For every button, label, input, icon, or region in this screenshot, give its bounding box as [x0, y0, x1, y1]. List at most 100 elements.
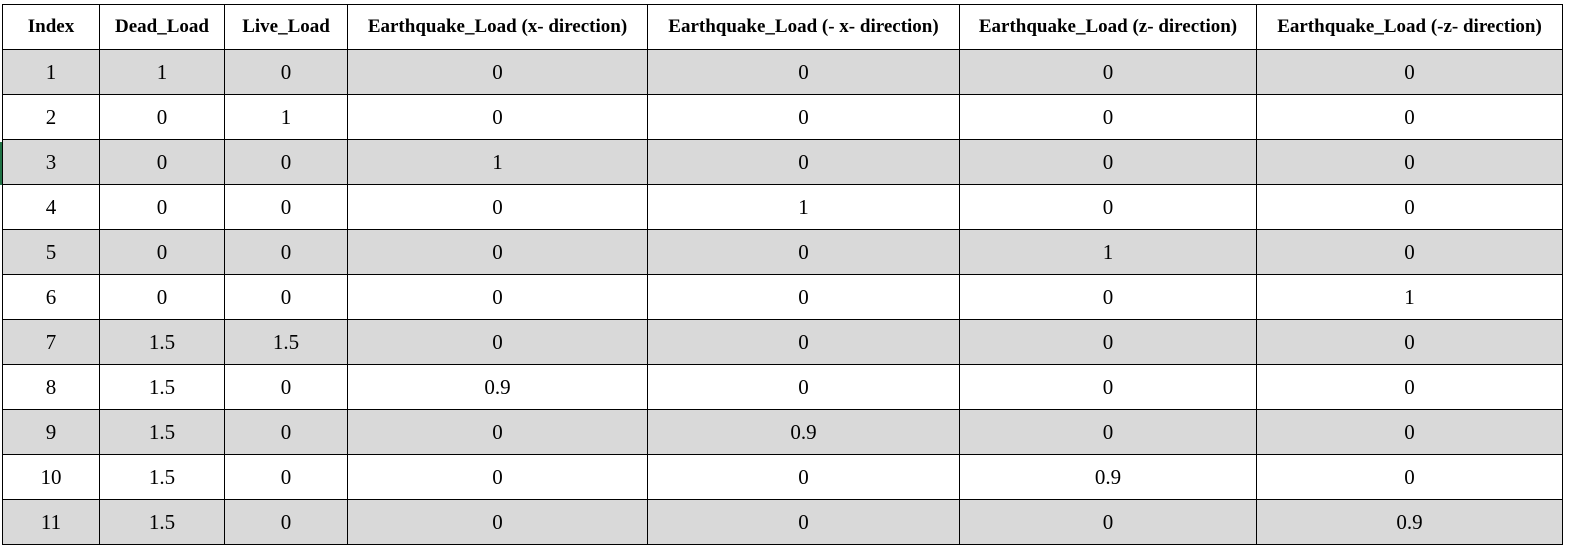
- cell-earthquake-neg-x[interactable]: 0: [647, 319, 960, 365]
- cell-index[interactable]: 6: [2, 274, 100, 320]
- column-header-earthquake-neg-z[interactable]: Earthquake_Load (-z- direction): [1256, 4, 1563, 50]
- cell-earthquake-x[interactable]: 0: [347, 94, 648, 140]
- column-header-dead-load[interactable]: Dead_Load: [99, 4, 225, 50]
- cell-earthquake-x[interactable]: 0: [347, 184, 648, 230]
- cell-earthquake-neg-z[interactable]: 1: [1256, 274, 1563, 320]
- cell-index[interactable]: 5: [2, 229, 100, 275]
- cell-earthquake-x[interactable]: 0.9: [347, 364, 648, 410]
- cell-earthquake-neg-z[interactable]: 0: [1256, 364, 1563, 410]
- cell-earthquake-neg-x[interactable]: 0: [647, 274, 960, 320]
- cell-earthquake-z[interactable]: 0: [959, 274, 1257, 320]
- cell-earthquake-neg-z[interactable]: 0: [1256, 94, 1563, 140]
- load-combination-table: Index Dead_Load Live_Load Earthquake_Loa…: [2, 4, 1563, 545]
- cell-index[interactable]: 4: [2, 184, 100, 230]
- cell-live-load[interactable]: 0: [224, 49, 348, 95]
- cell-live-load[interactable]: 0: [224, 364, 348, 410]
- cell-earthquake-neg-x[interactable]: 0: [647, 49, 960, 95]
- row-selection-marker: [0, 142, 2, 185]
- cell-live-load[interactable]: 0: [224, 454, 348, 500]
- cell-earthquake-z[interactable]: 0: [959, 184, 1257, 230]
- cell-earthquake-x[interactable]: 0: [347, 274, 648, 320]
- cell-dead-load[interactable]: 1.5: [99, 454, 225, 500]
- sheet-right-margin: [1563, 0, 1590, 560]
- cell-live-load[interactable]: 0: [224, 184, 348, 230]
- cell-earthquake-z[interactable]: 0: [959, 139, 1257, 185]
- cell-earthquake-x[interactable]: 1: [347, 139, 648, 185]
- cell-earthquake-x[interactable]: 0: [347, 49, 648, 95]
- cell-dead-load[interactable]: 0: [99, 184, 225, 230]
- cell-earthquake-x[interactable]: 0: [347, 319, 648, 365]
- cell-live-load[interactable]: 0: [224, 139, 348, 185]
- cell-index[interactable]: 2: [2, 94, 100, 140]
- cell-live-load[interactable]: 1: [224, 94, 348, 140]
- header-row: Index Dead_Load Live_Load Earthquake_Loa…: [2, 4, 1563, 50]
- cell-live-load[interactable]: 0: [224, 409, 348, 455]
- cell-index[interactable]: 3: [2, 139, 100, 185]
- cell-earthquake-neg-z[interactable]: 0: [1256, 229, 1563, 275]
- cell-index[interactable]: 8: [2, 364, 100, 410]
- cell-earthquake-neg-x[interactable]: 1: [647, 184, 960, 230]
- cell-dead-load[interactable]: 1.5: [99, 499, 225, 545]
- cell-earthquake-z[interactable]: 0: [959, 499, 1257, 545]
- cell-earthquake-z[interactable]: 0: [959, 49, 1257, 95]
- cell-index[interactable]: 11: [2, 499, 100, 545]
- column-header-earthquake-neg-x[interactable]: Earthquake_Load (- x- direction): [647, 4, 960, 50]
- cell-dead-load[interactable]: 0: [99, 274, 225, 320]
- cell-dead-load[interactable]: 1.5: [99, 319, 225, 365]
- cell-earthquake-z[interactable]: 0: [959, 409, 1257, 455]
- table-row: 11 1.5 0 0 0 0 0.9: [2, 499, 1563, 545]
- cell-earthquake-neg-x[interactable]: 0: [647, 94, 960, 140]
- cell-earthquake-neg-z[interactable]: 0: [1256, 139, 1563, 185]
- cell-earthquake-neg-x[interactable]: 0: [647, 139, 960, 185]
- cell-earthquake-x[interactable]: 0: [347, 454, 648, 500]
- cell-dead-load[interactable]: 1: [99, 49, 225, 95]
- column-header-earthquake-x[interactable]: Earthquake_Load (x- direction): [347, 4, 648, 50]
- cell-earthquake-neg-z[interactable]: 0: [1256, 319, 1563, 365]
- column-header-index[interactable]: Index: [2, 4, 100, 50]
- cell-earthquake-neg-x[interactable]: 0.9: [647, 409, 960, 455]
- cell-earthquake-z[interactable]: 0: [959, 364, 1257, 410]
- cell-live-load[interactable]: 1.5: [224, 319, 348, 365]
- cell-earthquake-x[interactable]: 0: [347, 229, 648, 275]
- cell-earthquake-z[interactable]: 1: [959, 229, 1257, 275]
- column-header-earthquake-z[interactable]: Earthquake_Load (z- direction): [959, 4, 1257, 50]
- cell-earthquake-neg-x[interactable]: 0: [647, 364, 960, 410]
- cell-earthquake-z[interactable]: 0.9: [959, 454, 1257, 500]
- cell-index[interactable]: 10: [2, 454, 100, 500]
- cell-earthquake-neg-x[interactable]: 0: [647, 499, 960, 545]
- cell-earthquake-neg-x[interactable]: 0: [647, 454, 960, 500]
- cell-live-load[interactable]: 0: [224, 229, 348, 275]
- cell-earthquake-x[interactable]: 0: [347, 499, 648, 545]
- cell-live-load[interactable]: 0: [224, 499, 348, 545]
- cell-earthquake-neg-z[interactable]: 0.9: [1256, 499, 1563, 545]
- cell-earthquake-x[interactable]: 0: [347, 409, 648, 455]
- cell-earthquake-neg-z[interactable]: 0: [1256, 49, 1563, 95]
- cell-earthquake-neg-z[interactable]: 0: [1256, 184, 1563, 230]
- cell-live-load[interactable]: 0: [224, 274, 348, 320]
- cell-index[interactable]: 1: [2, 49, 100, 95]
- cell-earthquake-z[interactable]: 0: [959, 94, 1257, 140]
- table-row: 7 1.5 1.5 0 0 0 0: [2, 319, 1563, 365]
- cell-index[interactable]: 9: [2, 409, 100, 455]
- cell-dead-load[interactable]: 1.5: [99, 409, 225, 455]
- cell-earthquake-neg-z[interactable]: 0: [1256, 409, 1563, 455]
- cell-dead-load[interactable]: 1.5: [99, 364, 225, 410]
- cell-dead-load[interactable]: 0: [99, 229, 225, 275]
- cell-index[interactable]: 7: [2, 319, 100, 365]
- table-row: 8 1.5 0 0.9 0 0 0: [2, 364, 1563, 410]
- cell-dead-load[interactable]: 0: [99, 94, 225, 140]
- cell-dead-load[interactable]: 0: [99, 139, 225, 185]
- cell-earthquake-neg-x[interactable]: 0: [647, 229, 960, 275]
- cell-earthquake-z[interactable]: 0: [959, 319, 1257, 365]
- cell-earthquake-neg-z[interactable]: 0: [1256, 454, 1563, 500]
- column-header-live-load[interactable]: Live_Load: [224, 4, 348, 50]
- table-row: 9 1.5 0 0 0.9 0 0: [2, 409, 1563, 455]
- table-row: 10 1.5 0 0 0 0.9 0: [2, 454, 1563, 500]
